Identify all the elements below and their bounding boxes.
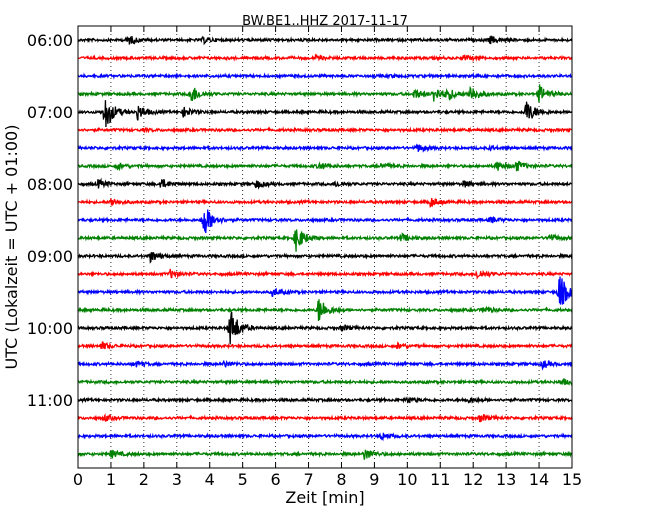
trace-0830 <box>77 209 573 234</box>
chart-title: BW.BE1..HHZ 2017-11-17 <box>242 14 408 29</box>
x-tick-label: 6 <box>271 470 281 489</box>
trace-0630 <box>77 71 573 80</box>
trace-1030 <box>77 359 573 371</box>
y-axis-ticks: 06:00 07:00 08:00 09:00 10:00 11:00 <box>27 31 84 410</box>
x-axis-ticks: 0 1 2 3 4 5 6 7 8 9 10 11 12 13 14 15 <box>73 26 582 489</box>
x-tick-label: 5 <box>238 470 248 489</box>
x-tick-label: 2 <box>139 470 149 489</box>
trace-1115 <box>77 412 573 423</box>
x-tick-label: 0 <box>73 470 83 489</box>
trace-0915 <box>77 268 573 280</box>
trace-0845 <box>77 229 573 252</box>
y-tick-label: 07:00 <box>27 103 73 122</box>
y-tick-label: 08:00 <box>27 175 73 194</box>
x-tick-label: 3 <box>172 470 182 489</box>
trace-0815 <box>77 197 573 209</box>
trace-0600 <box>77 35 573 46</box>
x-tick-label: 12 <box>463 470 483 489</box>
trace-1145 <box>77 449 573 460</box>
trace-0700 <box>77 100 573 127</box>
x-tick-label: 13 <box>496 470 516 489</box>
trace-0715 <box>77 126 573 134</box>
x-tick-label: 7 <box>303 470 313 489</box>
x-axis-label: Zeit [min] <box>285 488 364 507</box>
trace-0615 <box>77 53 573 63</box>
trace-1000 <box>77 311 573 345</box>
x-tick-label: 4 <box>205 470 215 489</box>
y-tick-label: 09:00 <box>27 247 73 266</box>
trace-0800 <box>77 177 573 190</box>
x-tick-label: 1 <box>106 470 116 489</box>
trace-0900 <box>77 251 573 264</box>
x-tick-label: 8 <box>336 470 346 489</box>
trace-0930 <box>77 276 573 305</box>
x-tick-label: 9 <box>369 470 379 489</box>
plot-frame <box>77 25 573 469</box>
trace-1130 <box>77 432 573 442</box>
vertical-grid <box>110 26 540 468</box>
trace-1100 <box>77 396 573 404</box>
y-axis-label: UTC (Lokalzeit = UTC + 01:00) <box>2 125 21 370</box>
trace-1015 <box>77 341 573 350</box>
y-tick-label: 10:00 <box>27 319 73 338</box>
trace-0645 <box>77 84 573 103</box>
trace-0945 <box>77 299 573 321</box>
trace-layer <box>77 35 573 460</box>
x-tick-label: 10 <box>397 470 417 489</box>
trace-0730 <box>77 143 573 153</box>
trace-0745 <box>77 160 573 172</box>
x-tick-label: 11 <box>430 470 450 489</box>
x-tick-label: 15 <box>562 470 582 489</box>
y-tick-label: 06:00 <box>27 31 73 50</box>
trace-1045 <box>77 378 573 386</box>
y-tick-label: 11:00 <box>27 391 73 410</box>
x-tick-label: 14 <box>529 470 549 489</box>
